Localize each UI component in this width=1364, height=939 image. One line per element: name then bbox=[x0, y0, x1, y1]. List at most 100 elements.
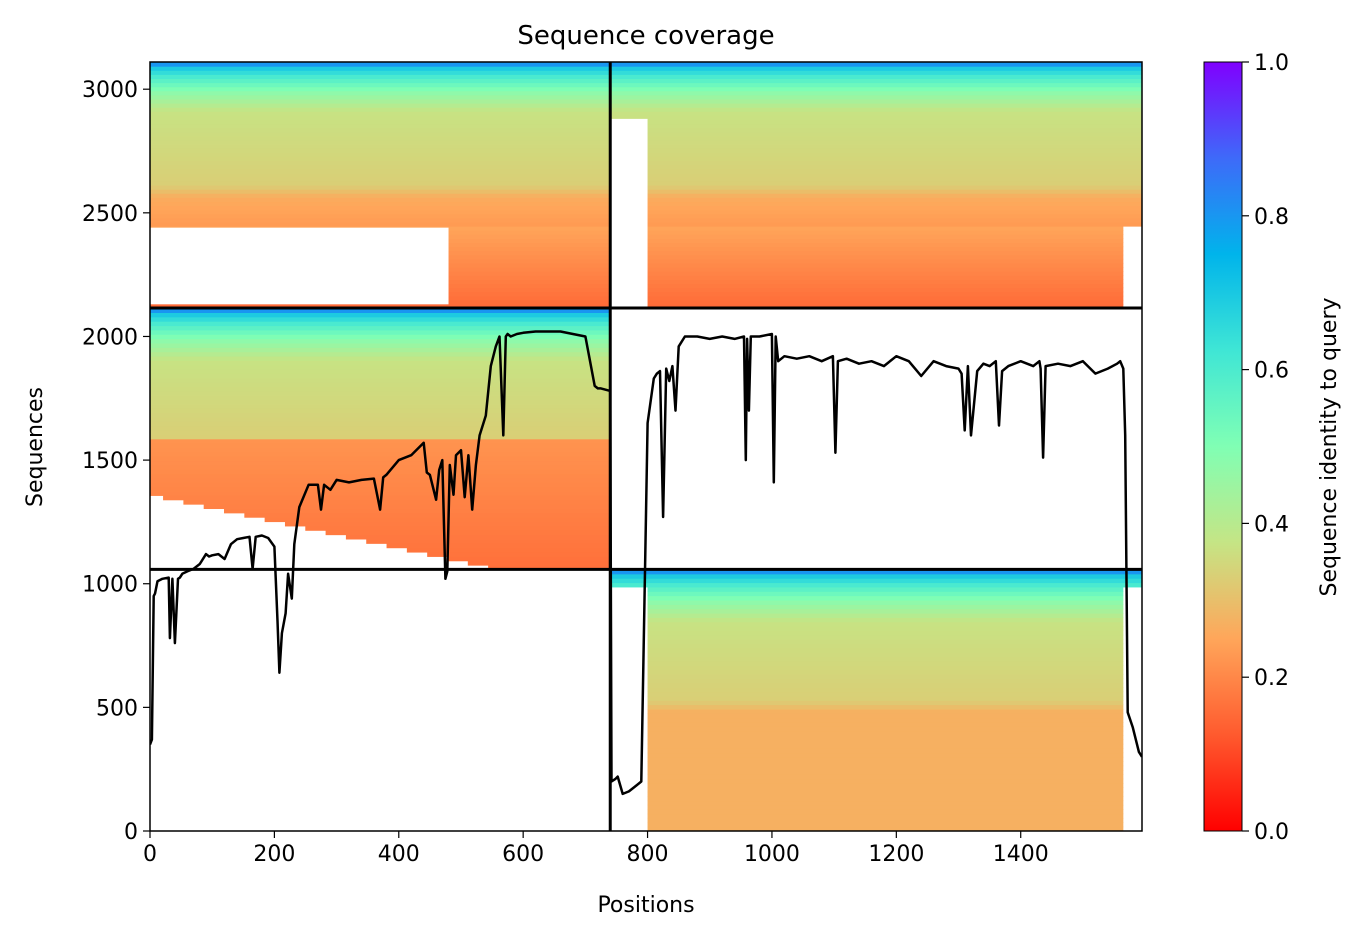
heatmap-row bbox=[345, 534, 611, 540]
heatmap-row bbox=[150, 347, 611, 353]
heatmap-row bbox=[647, 708, 1124, 714]
heatmap-row bbox=[647, 717, 1124, 723]
heatmap-row bbox=[150, 364, 611, 370]
heatmap-row bbox=[647, 756, 1124, 762]
x-axis-ticks: 0 200 400 600 800 1000 1200 1400 bbox=[143, 831, 1049, 867]
x-tick-label: 0 bbox=[143, 842, 157, 867]
heatmap-row bbox=[150, 416, 611, 422]
heatmap-row bbox=[647, 630, 1124, 636]
heatmap-row bbox=[366, 538, 611, 544]
colorbar-tick-label: 0.4 bbox=[1254, 512, 1289, 537]
colorbar-tick-label: 0.0 bbox=[1254, 820, 1289, 845]
x-tick-label: 1400 bbox=[993, 842, 1049, 867]
heatmap-row bbox=[264, 517, 611, 523]
heatmap-row bbox=[150, 111, 1142, 116]
heatmap-row bbox=[150, 469, 611, 475]
heatmap-row bbox=[150, 308, 611, 313]
heatmap-row bbox=[647, 608, 1124, 614]
heatmap-row bbox=[244, 512, 611, 518]
heatmap-row bbox=[647, 804, 1124, 810]
heatmap-row bbox=[203, 504, 611, 510]
heatmap-row bbox=[150, 408, 611, 414]
heatmap-row bbox=[647, 621, 1124, 627]
heatmap-row bbox=[647, 691, 1124, 697]
heatmap-row bbox=[150, 334, 611, 340]
heatmap-row bbox=[386, 543, 611, 549]
colorbar bbox=[1203, 61, 1243, 832]
heatmap-row bbox=[467, 560, 611, 566]
heatmap-row bbox=[647, 643, 1124, 649]
heatmap-row bbox=[150, 360, 611, 366]
heatmap-row bbox=[647, 665, 1124, 671]
plot-frame bbox=[149, 61, 1143, 832]
heatmap-row bbox=[150, 86, 1142, 92]
heatmap-row bbox=[150, 103, 1142, 108]
heatmap-row bbox=[647, 669, 1124, 675]
heatmap-row bbox=[150, 482, 611, 488]
y-tick-label: 2500 bbox=[82, 202, 138, 227]
heatmap-row bbox=[647, 591, 1124, 597]
colorbar-tick-label: 0.8 bbox=[1254, 205, 1289, 230]
coverage-line bbox=[150, 330, 1142, 796]
heatmap-row bbox=[150, 490, 611, 496]
heatmap-row bbox=[647, 796, 1124, 802]
heatmap-row bbox=[150, 477, 611, 483]
heatmap-row bbox=[150, 90, 1142, 96]
heatmap-row bbox=[647, 660, 1124, 666]
heatmap-blocks bbox=[150, 62, 1142, 831]
heatmap-row bbox=[610, 573, 1142, 579]
heatmap-row bbox=[647, 791, 1124, 797]
heatmap-row bbox=[150, 486, 611, 492]
heatmap-row bbox=[647, 647, 1124, 653]
heatmap-row bbox=[150, 447, 611, 453]
heatmap-row bbox=[647, 743, 1124, 749]
heatmap-row bbox=[150, 377, 611, 383]
heatmap-row bbox=[647, 722, 1124, 727]
heatmap-row bbox=[150, 473, 611, 479]
heatmap-row bbox=[647, 800, 1124, 806]
heatmap-row bbox=[150, 443, 611, 449]
colorbar-tick-label: 0.6 bbox=[1254, 359, 1289, 384]
heatmap-row bbox=[150, 325, 611, 331]
heatmap-row bbox=[647, 748, 1124, 754]
y-tick-label: 2000 bbox=[82, 325, 138, 350]
colorbar-tick-label: 0.2 bbox=[1254, 666, 1289, 691]
chart-title: Sequence coverage bbox=[517, 21, 774, 51]
heatmap-row bbox=[647, 682, 1124, 688]
heatmap-row bbox=[447, 556, 611, 562]
heatmap-row bbox=[150, 386, 611, 392]
heatmap-row bbox=[647, 761, 1124, 767]
heatmap-row bbox=[150, 425, 611, 431]
heatmap-row bbox=[150, 412, 611, 418]
heatmap-row bbox=[647, 769, 1124, 775]
heatmap-row bbox=[150, 403, 611, 409]
x-tick-label: 800 bbox=[627, 842, 669, 867]
heatmap-row bbox=[647, 674, 1124, 679]
heatmap-row bbox=[150, 390, 611, 396]
heatmap-row bbox=[647, 817, 1124, 823]
heatmap-row bbox=[647, 752, 1124, 758]
heatmap-row bbox=[647, 765, 1124, 771]
heatmap-row bbox=[647, 813, 1124, 819]
y-tick-label: 0 bbox=[124, 820, 138, 845]
heatmap-row bbox=[150, 399, 611, 405]
heatmap-row bbox=[647, 639, 1124, 645]
heatmap-row bbox=[647, 787, 1124, 793]
colorbar-tick-label: 1.0 bbox=[1254, 51, 1289, 76]
heatmap-row bbox=[150, 82, 1142, 88]
x-tick-label: 1000 bbox=[744, 842, 800, 867]
heatmap-row bbox=[647, 626, 1124, 632]
heatmap-row bbox=[610, 578, 1142, 584]
heatmap-row bbox=[150, 115, 1142, 121]
heatmap-row bbox=[150, 329, 611, 335]
heatmap-row bbox=[647, 726, 1124, 732]
heatmap-row bbox=[150, 98, 1142, 104]
heatmap-row bbox=[610, 569, 1142, 575]
heatmap-row bbox=[647, 687, 1124, 693]
heatmap-row bbox=[647, 774, 1124, 780]
heatmap-row bbox=[150, 316, 611, 322]
heatmap-row bbox=[150, 107, 1142, 112]
y-tick-label: 3000 bbox=[82, 78, 138, 103]
heatmap-row bbox=[150, 70, 1142, 75]
